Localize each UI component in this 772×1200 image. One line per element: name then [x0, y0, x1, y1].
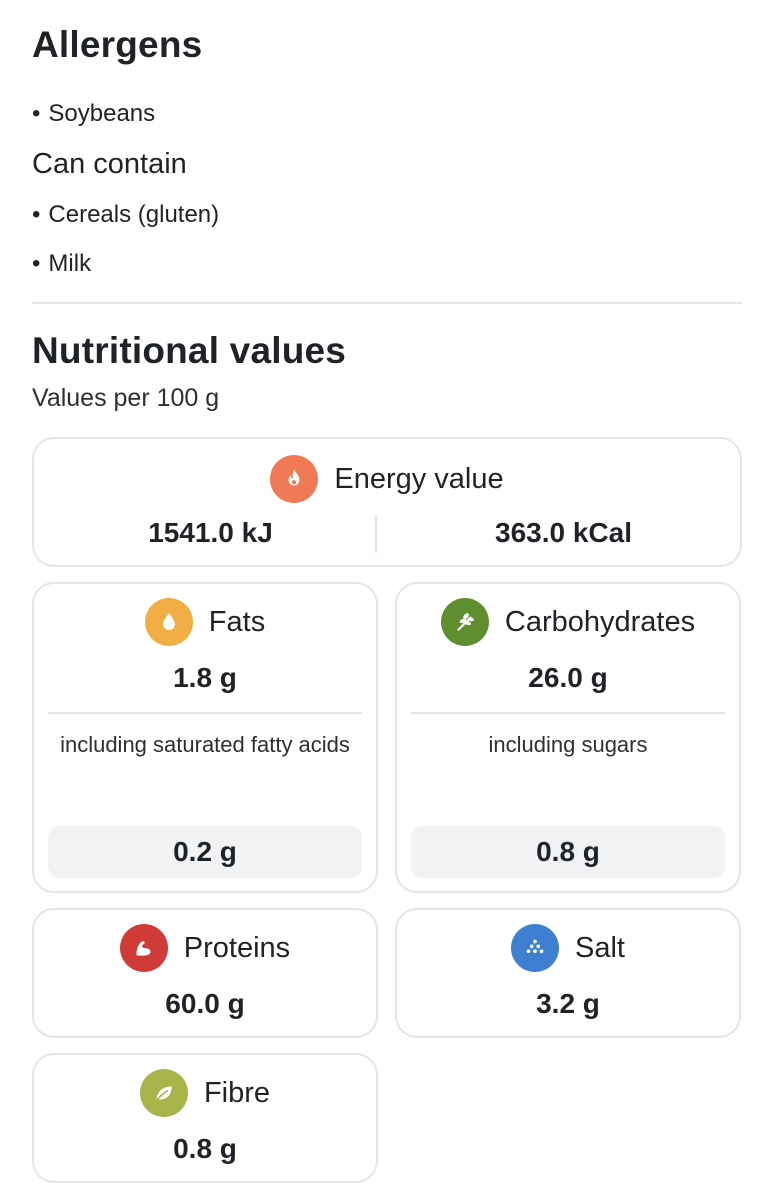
fats-sub-value: 0.2 g — [48, 826, 362, 878]
salt-card: Salt 3.2 g — [395, 908, 741, 1038]
fibre-card: Fibre 0.8 g — [32, 1053, 378, 1183]
proteins-card: Proteins 60.0 g — [32, 908, 378, 1038]
wheat-icon — [440, 598, 489, 646]
fibre-label: Fibre — [203, 1076, 271, 1109]
proteins-value: 60.0 g — [165, 988, 245, 1019]
can-contain-item: • Milk — [32, 250, 92, 277]
fats-label: Fats — [208, 605, 266, 638]
salt-icon — [511, 924, 559, 972]
fibre-value: 0.8 g — [173, 1133, 237, 1164]
nutrition-subtitle: Values per 100 g — [32, 384, 220, 412]
carbohydrates-sub-value: 0.8 g — [411, 826, 725, 878]
fats-divider — [48, 712, 362, 714]
carbohydrates-divider — [411, 712, 725, 714]
energy-card: Energy value 1541.0 kJ 363.0 kCal — [32, 437, 742, 567]
can-contain-item: • Cereals (gluten) — [32, 201, 220, 228]
fats-sub-label: including saturated fatty acids — [60, 732, 350, 757]
nutrition-title: Nutritional values — [32, 330, 347, 371]
leaf-icon — [139, 1069, 188, 1117]
section-divider — [32, 302, 742, 304]
energy-label: Energy value — [334, 462, 504, 495]
flame-icon — [270, 455, 319, 503]
carbohydrates-value: 26.0 g — [528, 662, 608, 693]
allergen-item: • Soybeans — [32, 100, 156, 127]
muscle-icon — [119, 924, 168, 972]
fats-card: Fats 1.8 g including saturated fatty aci… — [32, 582, 378, 893]
energy-separator — [375, 515, 377, 553]
carbohydrates-card: Carbohydrates 26.0 g including sugars 0.… — [395, 582, 741, 893]
fats-value: 1.8 g — [173, 662, 237, 693]
salt-value: 3.2 g — [536, 988, 600, 1019]
proteins-label: Proteins — [183, 931, 291, 964]
can-contain-title: Can contain — [32, 148, 187, 180]
carbohydrates-sub-label: including sugars — [488, 732, 648, 757]
energy-kcal-value: 363.0 kCal — [495, 517, 632, 548]
carbohydrates-label: Carbohydrates — [504, 605, 696, 638]
drop-icon — [144, 598, 193, 646]
energy-kj-value: 1541.0 kJ — [148, 517, 273, 548]
allergens-title: Allergens — [32, 24, 203, 65]
salt-label: Salt — [575, 931, 625, 964]
